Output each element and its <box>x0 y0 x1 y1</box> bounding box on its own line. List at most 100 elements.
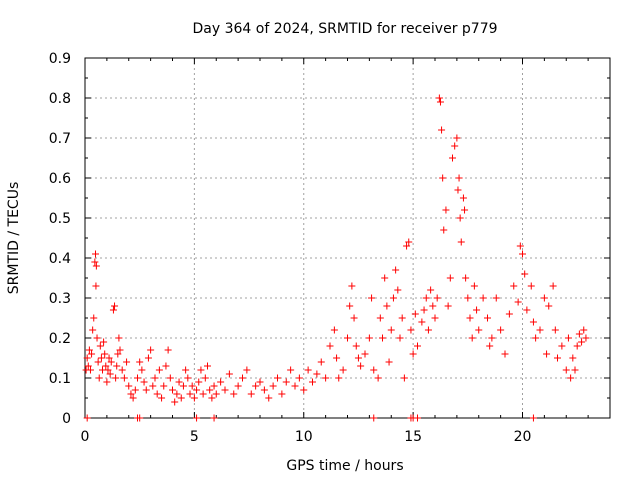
data-point <box>186 390 194 398</box>
data-point <box>461 206 469 214</box>
data-point <box>440 226 448 234</box>
data-point <box>365 334 373 342</box>
data-point <box>282 378 290 386</box>
data-point <box>182 366 190 374</box>
data-point <box>368 294 376 302</box>
data-point <box>562 366 570 374</box>
data-point <box>107 358 115 366</box>
data-point <box>158 394 166 402</box>
data-point <box>379 334 386 342</box>
data-point <box>352 342 360 350</box>
data-point <box>529 318 537 326</box>
data-point <box>304 366 312 374</box>
data-point <box>120 374 128 382</box>
data-point <box>569 354 577 362</box>
data-point <box>523 306 531 314</box>
data-point <box>545 302 553 310</box>
data-point <box>422 294 430 302</box>
data-point <box>144 354 152 362</box>
data-point <box>418 318 426 326</box>
data-point <box>484 314 491 322</box>
axes: 0 5 10 15 20 0 0.1 0.2 0.3 0.4 0.5 0.6 0.7 0.8 0.9 <box>49 51 611 445</box>
data-point <box>424 326 432 334</box>
data-point <box>455 174 463 182</box>
data-point <box>100 338 108 346</box>
data-point <box>454 186 462 194</box>
data-point <box>153 390 161 398</box>
y-tick-label: 0.8 <box>49 91 71 107</box>
y-tick-label: 0.3 <box>49 291 71 307</box>
data-point <box>309 378 316 386</box>
data-point <box>92 282 100 290</box>
data-point <box>571 366 579 374</box>
data-point <box>449 154 456 162</box>
data-point <box>442 206 450 214</box>
data-point <box>444 302 452 310</box>
data-point <box>106 370 114 378</box>
data-point <box>96 342 104 350</box>
data-point <box>95 374 103 382</box>
data-point <box>453 134 461 142</box>
data-point <box>140 378 148 386</box>
data-point <box>162 362 170 370</box>
data-point <box>456 214 464 222</box>
data-point <box>97 354 105 362</box>
data-point <box>147 346 155 354</box>
data-point <box>92 250 99 258</box>
data-point <box>549 282 557 290</box>
data-point <box>104 366 112 374</box>
data-point <box>403 242 411 250</box>
data-point <box>113 362 121 370</box>
data-point <box>564 334 572 342</box>
grid-lines <box>85 58 610 418</box>
data-point <box>199 390 207 398</box>
data-point <box>435 94 443 102</box>
data-point <box>138 366 146 374</box>
data-point <box>330 326 338 334</box>
data-point <box>470 282 478 290</box>
data-point <box>197 366 205 374</box>
data-point <box>354 354 362 362</box>
data-point <box>112 374 120 382</box>
data-point <box>451 142 459 150</box>
data-point <box>551 326 559 334</box>
data-point <box>567 374 575 382</box>
data-point <box>348 282 356 290</box>
data-point <box>396 334 404 342</box>
zero-marker <box>136 414 144 422</box>
data-point <box>322 374 330 382</box>
data-point <box>89 326 97 334</box>
data-point <box>532 334 540 342</box>
data-point <box>291 382 299 390</box>
data-point <box>510 282 518 290</box>
data-point <box>103 378 111 386</box>
data-points <box>82 94 590 422</box>
data-point <box>389 294 397 302</box>
x-tick-label: 10 <box>295 429 313 445</box>
data-point <box>438 126 446 134</box>
data-point <box>409 350 417 358</box>
data-point <box>115 334 123 342</box>
data-point <box>169 386 176 394</box>
data-point <box>184 374 192 382</box>
data-point <box>225 370 233 378</box>
data-point <box>407 326 415 334</box>
data-point <box>193 386 201 394</box>
data-point <box>164 346 172 354</box>
data-point <box>486 342 494 350</box>
y-tick-label: 0.6 <box>49 171 71 187</box>
data-point <box>394 286 402 294</box>
data-point <box>116 346 124 354</box>
data-point <box>385 358 393 366</box>
data-point <box>84 362 92 370</box>
zero-marker <box>83 414 91 422</box>
data-point <box>94 358 102 366</box>
data-point <box>300 386 308 394</box>
data-point <box>466 314 474 322</box>
data-point <box>387 326 395 334</box>
data-point <box>111 302 119 310</box>
data-point <box>149 382 157 390</box>
data-point <box>210 382 218 390</box>
data-point <box>543 350 551 358</box>
data-point <box>234 382 242 390</box>
